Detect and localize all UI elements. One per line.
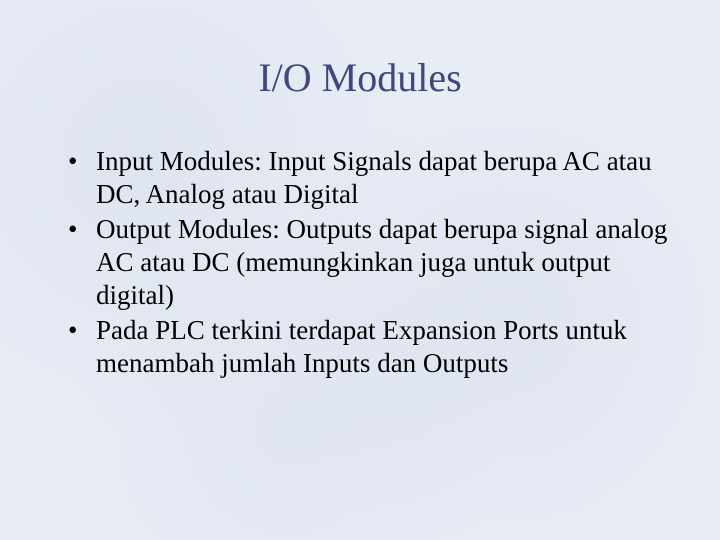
- list-item: Pada PLC terkini terdapat Expansion Port…: [68, 314, 672, 380]
- list-item: Output Modules: Outputs dapat berupa sig…: [68, 213, 672, 312]
- bullet-list: Input Modules: Input Signals dapat berup…: [48, 145, 672, 380]
- slide-title: I/O Modules: [48, 54, 672, 101]
- list-item: Input Modules: Input Signals dapat berup…: [68, 145, 672, 211]
- slide: I/O Modules Input Modules: Input Signals…: [0, 0, 720, 540]
